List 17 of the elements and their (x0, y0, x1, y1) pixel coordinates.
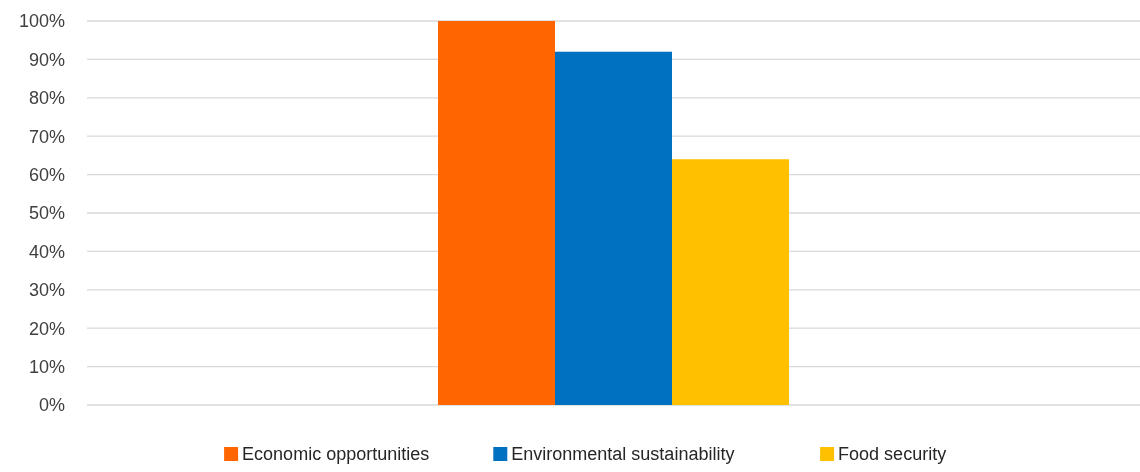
bar (555, 51, 672, 405)
y-tick-label: 70% (28, 126, 65, 147)
y-tick-label: 30% (28, 280, 65, 301)
legend-label: Food security (838, 444, 947, 464)
y-tick-label: 10% (28, 356, 65, 377)
y-tick-label: 90% (28, 49, 65, 70)
y-tick-label: 60% (28, 164, 65, 185)
y-tick-label: 40% (28, 241, 65, 262)
y-tick-label: 80% (28, 88, 65, 109)
bar (672, 159, 789, 405)
y-tick-label: 20% (28, 318, 65, 339)
legend-label: Environmental sustainability (511, 444, 735, 464)
y-tick-label: 0% (38, 395, 65, 416)
y-tick-label: 100% (18, 11, 65, 32)
legend-label: Economic opportunities (242, 444, 430, 464)
bar (438, 21, 555, 405)
y-tick-label: 50% (28, 203, 65, 224)
